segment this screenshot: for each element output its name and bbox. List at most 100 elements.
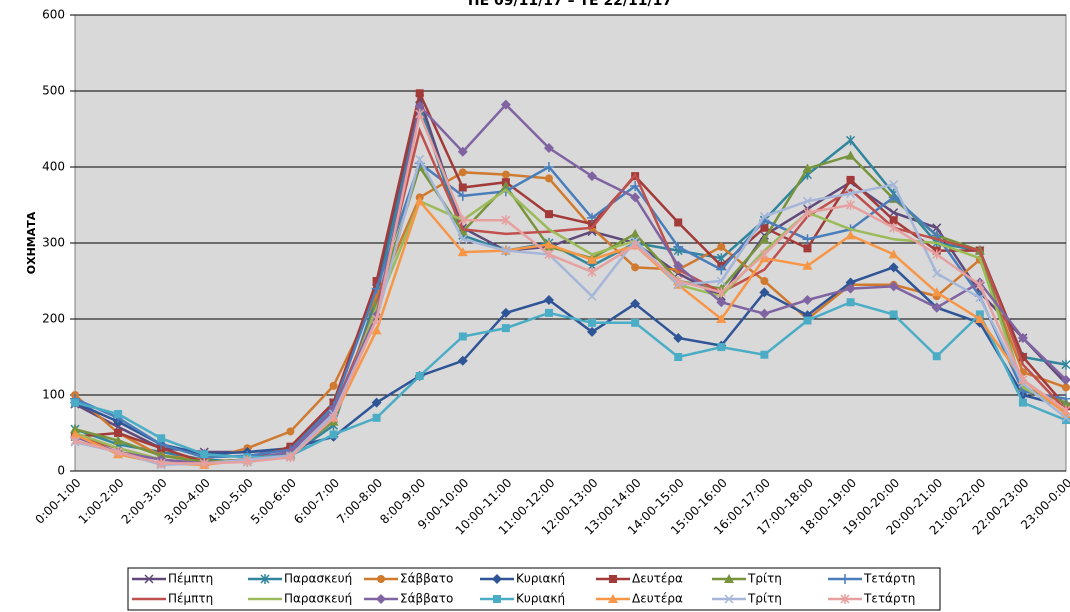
marker	[543, 239, 554, 249]
marker	[846, 200, 856, 210]
marker	[587, 266, 597, 277]
marker	[371, 325, 382, 335]
marker	[846, 175, 855, 184]
marker	[759, 287, 770, 298]
marker	[802, 163, 813, 173]
marker	[608, 594, 618, 603]
marker	[1018, 398, 1027, 407]
y-tick-label: 600	[42, 8, 65, 22]
marker	[587, 212, 598, 223]
marker	[372, 314, 382, 324]
y-tick-label: 200	[42, 312, 65, 326]
marker	[1062, 416, 1070, 425]
x-tick-label: 0:00-1:00	[33, 476, 84, 527]
marker	[974, 314, 985, 323]
legend-label: Δευτέρα	[632, 572, 683, 586]
marker	[492, 574, 502, 584]
marker	[415, 89, 424, 98]
marker	[717, 242, 726, 251]
x-tick-label: 5:00-6:00	[248, 476, 299, 527]
marker	[673, 333, 684, 343]
marker	[501, 170, 510, 179]
y-tick-label: 400	[42, 160, 65, 174]
marker	[931, 287, 942, 297]
marker	[1018, 353, 1027, 361]
legend-label: Πέμπτη	[168, 572, 213, 586]
marker	[144, 574, 154, 584]
legend-label: Δευτέρα	[632, 592, 683, 606]
x-tick-label: 2:00-3:00	[119, 476, 170, 527]
marker	[457, 190, 468, 201]
marker	[457, 146, 468, 157]
marker	[113, 435, 124, 445]
marker	[716, 287, 726, 298]
marker	[630, 192, 641, 203]
marker	[716, 276, 726, 286]
marker	[716, 314, 727, 323]
marker	[71, 398, 79, 407]
marker	[802, 207, 813, 218]
marker	[760, 350, 769, 359]
marker	[70, 429, 80, 439]
marker	[260, 574, 270, 584]
marker	[500, 307, 511, 318]
marker	[1062, 383, 1070, 392]
marker	[156, 458, 166, 469]
marker	[544, 249, 554, 260]
marker	[544, 308, 553, 317]
marker	[846, 189, 856, 199]
marker	[415, 154, 425, 164]
marker	[543, 295, 554, 305]
legend-label: Τετάρτη	[863, 592, 915, 606]
marker	[846, 298, 855, 307]
marker	[673, 276, 683, 286]
marker	[803, 316, 812, 325]
marker	[414, 101, 425, 112]
marker	[414, 196, 425, 206]
series-line	[74, 300, 1067, 459]
legend-label: Κυριακή	[516, 592, 565, 606]
series-line	[74, 109, 1067, 465]
marker	[114, 410, 123, 418]
marker	[845, 150, 856, 160]
marker	[802, 260, 813, 270]
marker	[888, 281, 899, 292]
marker	[500, 181, 511, 190]
marker	[932, 223, 942, 233]
marker	[932, 249, 942, 260]
x-tick-label: 1:00-2:00	[76, 476, 127, 527]
marker	[802, 295, 813, 305]
marker	[760, 277, 769, 285]
marker	[932, 268, 942, 278]
y-tick-label: 0	[57, 464, 65, 478]
marker	[931, 302, 942, 313]
marker	[716, 253, 726, 264]
x-tick-label: 6:00-7:00	[291, 476, 342, 527]
marker	[458, 234, 468, 244]
marker	[630, 298, 641, 309]
series-line	[74, 171, 1067, 461]
marker	[501, 246, 511, 256]
marker	[760, 223, 769, 232]
legend-label: Κυριακή	[516, 572, 565, 586]
x-tick-label: 4:00-5:00	[205, 476, 256, 527]
marker	[544, 210, 553, 219]
marker	[1018, 374, 1028, 385]
marker	[200, 450, 209, 459]
marker	[493, 595, 501, 603]
marker	[376, 594, 386, 604]
marker	[759, 249, 769, 260]
marker	[377, 575, 385, 583]
marker	[329, 430, 338, 439]
series-line	[74, 265, 1067, 456]
y-tick-label: 300	[42, 236, 65, 250]
marker	[371, 397, 382, 408]
y-axis-label: ΟΧΗΜΑΤΑ	[25, 211, 38, 274]
legend-label: Τρίτη	[747, 592, 782, 606]
marker	[889, 208, 899, 218]
chart-title: ΠΕ 09/11/17 – ΤΕ 22/11/17	[468, 0, 672, 9]
marker	[1061, 405, 1070, 416]
marker	[673, 260, 684, 271]
marker	[673, 241, 684, 252]
